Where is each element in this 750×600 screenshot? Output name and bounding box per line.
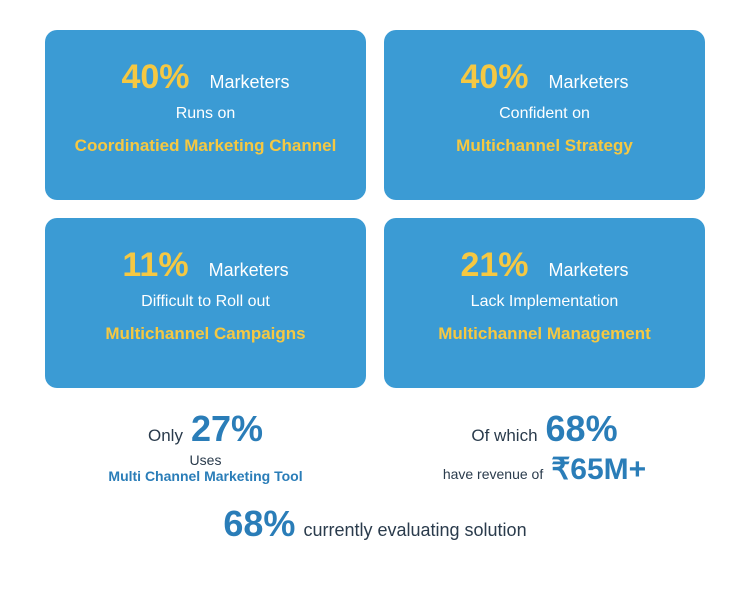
- secondary-prefix: Of which: [471, 426, 537, 446]
- secondary-prefix: Only: [148, 426, 183, 446]
- stat-subject: Marketers: [549, 260, 629, 281]
- stat-highlight: Multichannel Management: [404, 323, 685, 345]
- stat-verb: Confident on: [404, 105, 685, 123]
- stat-percent: 11%: [122, 246, 188, 285]
- secondary-percent: 27%: [191, 408, 263, 450]
- stat-verb: Runs on: [65, 105, 346, 123]
- secondary-stat-right: Of which 68% have revenue of ₹65M+: [384, 408, 705, 487]
- stat-highlight: Multichannel Strategy: [404, 135, 685, 157]
- secondary-stat-left: Only 27% Uses Multi Channel Marketing To…: [45, 408, 366, 487]
- stat-card-1: 40% Marketers Confident on Multichannel …: [384, 30, 705, 200]
- secondary-percent: 68%: [546, 408, 618, 450]
- stat-percent: 21%: [460, 246, 528, 285]
- stat-subject: Marketers: [549, 72, 629, 93]
- stat-verb: Difficult to Roll out: [65, 293, 346, 311]
- stat-card-2: 11% Marketers Difficult to Roll out Mult…: [45, 218, 366, 388]
- stat-verb: Lack Implementation: [404, 293, 685, 311]
- stat-percent: 40%: [460, 58, 528, 97]
- revenue-value: ₹65M+: [551, 452, 646, 487]
- secondary-stats-row: Only 27% Uses Multi Channel Marketing To…: [45, 408, 705, 487]
- stat-subject: Marketers: [209, 260, 289, 281]
- stat-percent: 40%: [121, 58, 189, 97]
- stat-card-0: 40% Marketers Runs on Coordinatied Marke…: [45, 30, 366, 200]
- stat-subject: Marketers: [210, 72, 290, 93]
- secondary-line2: Uses: [190, 452, 222, 468]
- footer-text: currently evaluating solution: [303, 520, 526, 541]
- stat-highlight: Coordinatied Marketing Channel: [65, 135, 346, 157]
- footer-stat: 68% currently evaluating solution: [45, 503, 705, 545]
- stat-cards-grid: 40% Marketers Runs on Coordinatied Marke…: [45, 30, 705, 388]
- secondary-highlight: Multi Channel Marketing Tool: [45, 468, 366, 484]
- stat-highlight: Multichannel Campaigns: [65, 323, 346, 345]
- footer-percent: 68%: [223, 503, 295, 545]
- secondary-line2: have revenue of: [443, 466, 543, 482]
- stat-card-3: 21% Marketers Lack Implementation Multic…: [384, 218, 705, 388]
